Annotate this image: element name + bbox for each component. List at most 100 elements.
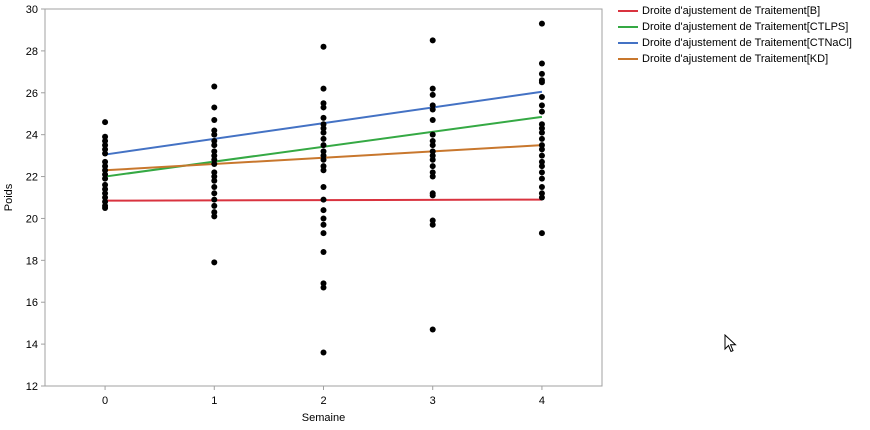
data-point — [320, 148, 327, 155]
legend-label: Droite d'ajustement de Traitement[B] — [642, 5, 821, 17]
data-point — [429, 91, 436, 98]
legend-swatch — [618, 58, 638, 60]
data-point — [320, 156, 327, 163]
data-point — [211, 196, 218, 203]
data-point — [211, 173, 218, 180]
data-point — [320, 184, 327, 191]
data-point — [211, 259, 218, 266]
data-point — [320, 104, 327, 111]
data-point — [538, 125, 545, 132]
data-point — [320, 85, 327, 92]
data-point — [211, 137, 218, 144]
data-point — [102, 204, 109, 211]
data-points — [102, 20, 545, 356]
data-point — [102, 190, 109, 197]
data-point — [320, 43, 327, 50]
data-point — [538, 60, 545, 67]
data-point — [538, 152, 545, 159]
data-point — [211, 131, 218, 138]
data-point — [538, 169, 545, 176]
data-point — [320, 135, 327, 142]
y-axis-title: Poids — [3, 183, 15, 211]
legend: Droite d'ajustement de Traitement[B] Droi… — [618, 3, 852, 67]
data-point — [538, 108, 545, 115]
data-point — [211, 127, 218, 134]
legend-label: Droite d'ajustement de Traitement[CTLPS] — [642, 21, 849, 33]
legend-item: Droite d'ajustement de Traitement[CTLPS] — [618, 19, 852, 35]
data-point — [538, 79, 545, 86]
data-point — [538, 142, 545, 149]
data-point — [320, 280, 327, 287]
data-point — [538, 93, 545, 100]
data-point — [538, 194, 545, 201]
y-tick-label: 12 — [26, 381, 38, 393]
data-point — [320, 230, 327, 237]
data-point — [102, 119, 109, 126]
data-point — [429, 148, 436, 155]
data-point — [102, 181, 109, 188]
data-point — [211, 160, 218, 167]
data-point — [320, 125, 327, 132]
data-point — [320, 163, 327, 170]
y-axis: 12 14 16 18 20 22 24 26 28 30 — [26, 4, 45, 393]
data-point — [538, 135, 545, 142]
legend-swatch — [618, 42, 638, 44]
data-point — [429, 326, 436, 333]
x-axis: 0 1 2 3 4 — [102, 386, 545, 407]
data-point — [320, 167, 327, 174]
data-point — [211, 184, 218, 191]
data-point — [211, 177, 218, 184]
data-point — [320, 121, 327, 128]
y-tick-label: 30 — [26, 4, 38, 16]
data-point — [102, 167, 109, 174]
data-point — [320, 215, 327, 222]
legend-swatch — [618, 10, 638, 12]
x-tick-label: 3 — [430, 395, 436, 407]
data-point — [102, 175, 109, 182]
data-point — [211, 152, 218, 159]
data-point — [102, 150, 109, 157]
data-point — [211, 148, 218, 155]
x-tick-label: 4 — [539, 395, 545, 407]
data-point — [211, 156, 218, 163]
data-point — [429, 169, 436, 176]
data-point — [320, 100, 327, 107]
data-point — [429, 137, 436, 144]
data-point — [102, 163, 109, 170]
data-point — [429, 217, 436, 224]
data-point — [320, 248, 327, 255]
legend-label: Droite d'ajustement de Traitement[CTNaCl… — [642, 37, 852, 49]
data-point — [211, 104, 218, 111]
data-point — [429, 152, 436, 159]
data-point — [211, 169, 218, 176]
data-point — [429, 102, 436, 109]
data-point — [320, 284, 327, 291]
data-point — [429, 37, 436, 44]
data-point — [320, 221, 327, 228]
y-tick-label: 26 — [26, 88, 38, 100]
data-point — [429, 173, 436, 180]
data-point — [538, 121, 545, 128]
plot-frame — [44, 8, 603, 387]
data-point — [538, 146, 545, 153]
data-point — [429, 142, 436, 149]
data-point — [429, 192, 436, 199]
data-point — [102, 198, 109, 205]
mouse-cursor-icon — [724, 334, 737, 353]
data-point — [211, 209, 218, 216]
data-point — [429, 106, 436, 113]
y-tick-label: 16 — [26, 297, 38, 309]
data-point — [211, 213, 218, 220]
data-point — [102, 186, 109, 193]
data-point — [320, 349, 327, 356]
data-point — [538, 175, 545, 182]
data-point — [320, 152, 327, 159]
data-point — [538, 230, 545, 237]
data-point — [429, 156, 436, 163]
data-point — [320, 114, 327, 121]
data-point — [102, 171, 109, 178]
data-point — [538, 70, 545, 77]
y-tick-label: 20 — [26, 213, 38, 225]
data-point — [538, 20, 545, 27]
